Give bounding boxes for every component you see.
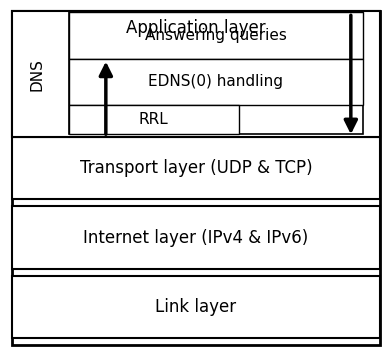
Text: EDNS(0) handling: EDNS(0) handling <box>148 74 283 89</box>
FancyBboxPatch shape <box>12 11 380 345</box>
Text: DNS: DNS <box>30 58 45 91</box>
Text: RRL: RRL <box>139 112 169 127</box>
FancyBboxPatch shape <box>12 276 380 338</box>
Text: Link layer: Link layer <box>156 298 236 316</box>
FancyBboxPatch shape <box>12 206 380 269</box>
FancyBboxPatch shape <box>69 105 239 134</box>
Text: Answering queries: Answering queries <box>145 28 287 43</box>
Text: Application layer: Application layer <box>126 20 266 37</box>
FancyBboxPatch shape <box>12 137 380 199</box>
Text: Internet layer (IPv4 & IPv6): Internet layer (IPv4 & IPv6) <box>83 229 309 247</box>
FancyBboxPatch shape <box>69 59 363 105</box>
FancyBboxPatch shape <box>12 11 380 137</box>
Text: Transport layer (UDP & TCP): Transport layer (UDP & TCP) <box>80 159 312 177</box>
FancyBboxPatch shape <box>69 12 363 134</box>
FancyBboxPatch shape <box>12 11 380 135</box>
FancyBboxPatch shape <box>69 12 363 59</box>
